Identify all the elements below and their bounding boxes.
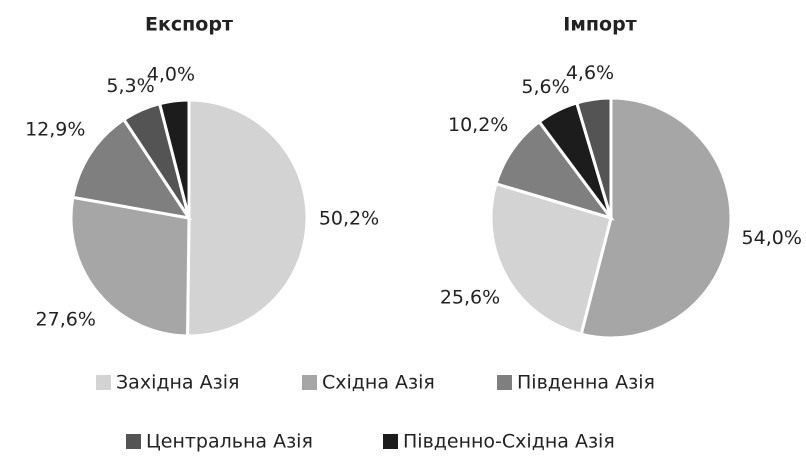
data-label: 5,3% xyxy=(106,75,154,97)
legend-swatch xyxy=(302,375,317,390)
legend-swatch xyxy=(497,375,512,390)
legend-label: Центральна Азія xyxy=(146,431,313,453)
pie-slice xyxy=(71,117,193,221)
pie-slice xyxy=(157,98,191,219)
pie-slice xyxy=(185,98,309,338)
pie-slice xyxy=(579,96,733,340)
pie-slice xyxy=(574,96,613,219)
legend-swatch xyxy=(96,375,111,390)
data-label: 5,6% xyxy=(521,76,569,98)
legend-label: Східна Азія xyxy=(322,372,435,394)
data-label: 4,6% xyxy=(566,62,614,84)
data-label: 12,9% xyxy=(25,119,85,141)
legend-label: Південно-Східна Азія xyxy=(403,431,615,453)
data-label: 10,2% xyxy=(448,114,508,136)
chart-title: Експорт xyxy=(145,14,233,36)
data-label: 50,2% xyxy=(319,208,379,230)
legend-swatch xyxy=(383,434,398,449)
legend-swatch xyxy=(126,434,141,449)
data-label: 25,6% xyxy=(440,286,500,308)
data-label: 54,0% xyxy=(742,227,802,249)
chart-title: Імпорт xyxy=(563,14,636,36)
pie-slice xyxy=(69,195,191,338)
data-label: 27,6% xyxy=(36,308,96,330)
legend-label: Західна Азія xyxy=(116,372,239,394)
legend-label: Південна Азія xyxy=(517,372,655,394)
data-label: 4,0% xyxy=(147,64,195,86)
pie-slice xyxy=(489,181,613,337)
